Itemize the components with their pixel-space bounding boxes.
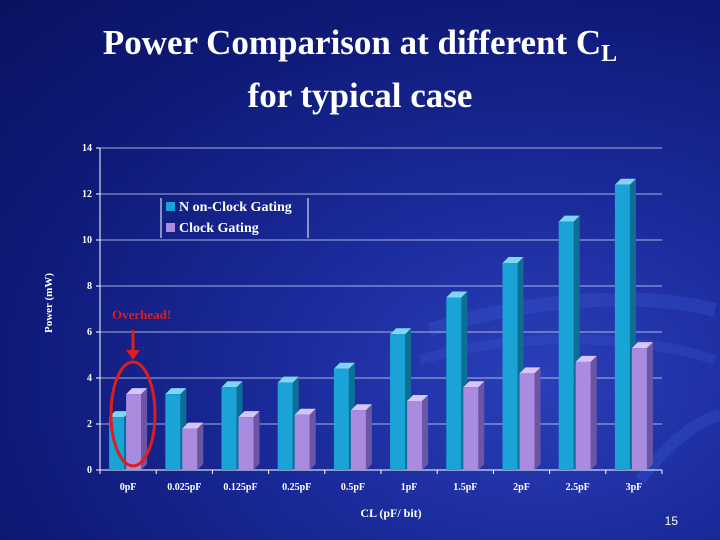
bar-top-clock-gating: [182, 422, 204, 429]
bar-top-clock-gating: [407, 395, 429, 401]
x-tick-label: 0.125pF: [223, 482, 257, 493]
slide-number: 15: [664, 514, 678, 528]
title-subscript: L: [601, 41, 618, 67]
title-line2: for typical case: [247, 76, 473, 115]
bar-clock-gating: [519, 373, 535, 470]
legend-label: Clock Gating: [179, 221, 259, 236]
bar-clock-gating: [350, 410, 366, 470]
y-tick-label: 4: [87, 373, 92, 384]
bar-clock-gating: [631, 348, 647, 470]
bar-side-clock-gating: [478, 381, 485, 470]
bar-top-non-clock-gating: [558, 215, 580, 222]
legend-swatch: [166, 223, 175, 232]
bar-clock-gating: [126, 394, 142, 470]
bar-side-clock-gating: [141, 388, 148, 470]
bar-top-non-clock-gating: [446, 291, 468, 298]
annotation-circle: [109, 360, 157, 468]
bar-clock-gating: [182, 428, 198, 470]
title-line1: Power Comparison at different C: [102, 23, 602, 62]
bar-clock-gating: [463, 387, 479, 470]
x-tick-label: 2pF: [513, 482, 530, 493]
x-tick-label: 0pF: [120, 482, 137, 493]
bar-side-clock-gating: [534, 367, 541, 470]
bar-clock-gating: [407, 401, 423, 470]
bar-top-clock-gating: [126, 388, 148, 395]
bar-non-clock-gating: [614, 184, 630, 471]
x-tick-label: 1.5pF: [453, 482, 477, 493]
bar-top-non-clock-gating: [277, 376, 299, 383]
y-tick-label: 8: [87, 281, 92, 292]
bar-top-non-clock-gating: [109, 411, 131, 418]
y-tick-label: 12: [82, 189, 92, 200]
y-axis-label: Power (mW): [43, 273, 55, 333]
bar-top-non-clock-gating: [390, 328, 412, 335]
bar-non-clock-gating: [165, 394, 181, 470]
bar-clock-gating: [294, 414, 310, 470]
legend-label: N on-Clock Gating: [179, 200, 292, 215]
bar-side-clock-gating: [197, 422, 204, 470]
annotation-arrow-head: [126, 350, 140, 360]
bar-non-clock-gating: [502, 263, 518, 470]
bar-non-clock-gating: [221, 387, 237, 470]
x-tick-label: 1pF: [401, 482, 418, 493]
x-tick-label: 0.5pF: [341, 482, 365, 493]
bar-top-clock-gating: [294, 408, 316, 415]
bar-top-clock-gating: [519, 367, 541, 374]
y-tick-label: 10: [82, 235, 92, 246]
bar-side-clock-gating: [646, 342, 653, 470]
bar-non-clock-gating: [558, 221, 574, 470]
x-tick-label: 0.25pF: [282, 482, 311, 493]
overhead-annotation: Overhead!: [112, 307, 171, 322]
bar-top-clock-gating: [350, 404, 372, 411]
bar-top-clock-gating: [238, 411, 260, 418]
bar-top-clock-gating: [575, 355, 597, 362]
y-tick-label: 14: [82, 143, 92, 154]
bar-non-clock-gating: [390, 334, 406, 470]
bar-side-clock-gating: [422, 395, 429, 470]
bar-top-non-clock-gating: [221, 381, 243, 388]
bar-side-clock-gating: [590, 355, 597, 470]
legend-swatch: [166, 202, 175, 211]
bar-non-clock-gating: [333, 368, 349, 470]
bar-side-clock-gating: [309, 408, 316, 470]
y-tick-label: 6: [87, 327, 92, 338]
bar-non-clock-gating: [446, 297, 462, 470]
bar-top-non-clock-gating: [333, 362, 355, 369]
bar-side-clock-gating: [365, 404, 372, 470]
bar-clock-gating: [575, 361, 591, 470]
bar-clock-gating: [238, 417, 254, 470]
x-axis-label: CL (pF/ bit): [360, 506, 421, 520]
bar-top-non-clock-gating: [614, 178, 636, 185]
bar-top-clock-gating: [631, 342, 653, 349]
x-tick-label: 0.025pF: [167, 482, 201, 493]
slide-title: Power Comparison at different CL for typ…: [0, 22, 720, 117]
bar-top-clock-gating: [463, 381, 485, 388]
bar-non-clock-gating: [277, 382, 293, 470]
y-tick-label: 0: [87, 465, 92, 476]
x-tick-label: 2.5pF: [566, 482, 590, 493]
bar-side-clock-gating: [253, 411, 260, 470]
bar-top-non-clock-gating: [502, 257, 524, 263]
bar-top-non-clock-gating: [165, 388, 187, 395]
y-tick-label: 2: [87, 419, 92, 430]
x-tick-label: 3pF: [626, 482, 643, 493]
